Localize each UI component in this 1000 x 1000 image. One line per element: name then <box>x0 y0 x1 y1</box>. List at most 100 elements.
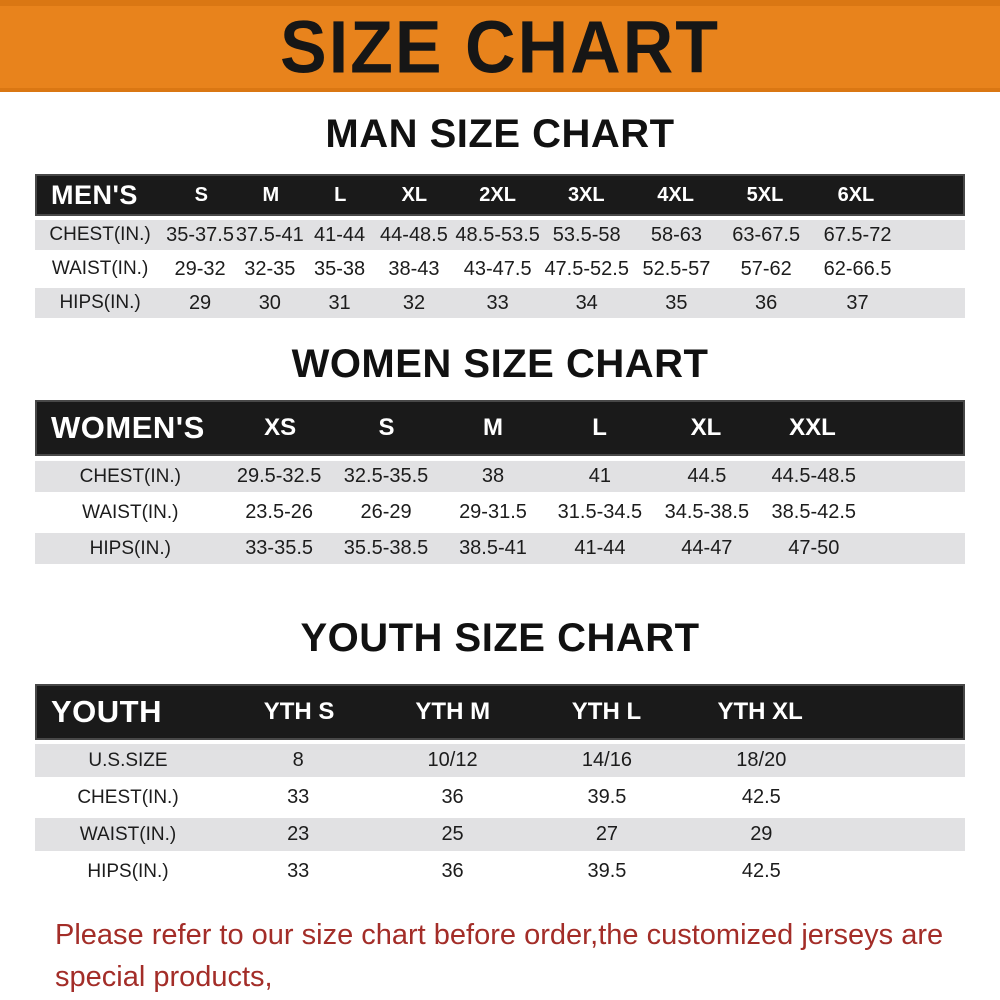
youth-section: YOUTH SIZE CHART YOUTH YTH S YTH M YTH L… <box>0 616 1000 888</box>
table-cell: 29 <box>750 823 773 845</box>
column-header: YTH S <box>263 698 335 725</box>
column-header: M <box>483 414 504 441</box>
table-cell: 67.5-72 <box>823 223 892 246</box>
table-cell: 23 <box>287 823 310 845</box>
man-table-title: MEN'S <box>51 179 138 210</box>
order-policy-note: Please refer to our size chart before or… <box>0 914 1000 1000</box>
table-cell: 36 <box>755 291 778 314</box>
table-cell: 29-31.5 <box>459 501 527 523</box>
table-cell: 43-47.5 <box>463 257 532 280</box>
column-header: YTH XL <box>717 698 803 725</box>
man-section: MAN SIZE CHART MEN'S S M L XL 2XL 3XL 4X… <box>0 112 1000 318</box>
row-label: CHEST(IN.) <box>77 786 179 808</box>
women-table-header: WOMEN'S XS S M L XL XXL <box>35 400 965 456</box>
table-cell: 35.5-38.5 <box>343 537 429 559</box>
table-row: WAIST(IN.) 23 25 27 29 <box>35 818 965 851</box>
table-cell: 35 <box>665 291 688 314</box>
column-header: XXL <box>789 414 836 441</box>
table-cell: 27 <box>595 823 619 845</box>
table-cell: 39.5 <box>587 860 627 882</box>
table-row: HIPS(IN.) 33 36 39.5 42.5 <box>35 855 965 888</box>
column-header: YTH M <box>415 698 491 725</box>
table-cell: 8 <box>292 749 304 771</box>
table-cell: 42.5 <box>741 860 781 882</box>
table-cell: 42.5 <box>741 786 781 808</box>
column-header: 4XL <box>657 183 694 206</box>
table-cell: 33 <box>287 860 310 882</box>
column-header: L <box>334 183 347 206</box>
row-label: HIPS(IN.) <box>87 860 169 882</box>
table-cell: 34.5-38.5 <box>664 501 750 523</box>
table-cell: 31 <box>328 291 351 314</box>
man-size-table: MEN'S S M L XL 2XL 3XL 4XL 5XL 6XL CHEST… <box>35 174 965 318</box>
table-cell: 52.5-57 <box>642 257 711 280</box>
column-header: 5XL <box>746 183 784 206</box>
table-cell: 38 <box>481 465 505 487</box>
youth-size-table: YOUTH YTH S YTH M YTH L YTH XL U.S.SIZE … <box>35 684 965 888</box>
table-cell: 18/20 <box>736 749 787 771</box>
table-cell: 34 <box>575 291 598 314</box>
table-cell: 58-63 <box>650 223 702 246</box>
column-header: L <box>592 414 607 441</box>
table-cell: 14/16 <box>581 749 632 771</box>
table-row: HIPS(IN.) 33-35.5 35.5-38.5 38.5-41 41-4… <box>35 533 965 564</box>
youth-table-title: YOUTH <box>51 694 162 729</box>
table-cell: 44-47 <box>681 537 733 559</box>
table-cell: 10/12 <box>427 749 478 771</box>
table-cell: 33-35.5 <box>245 537 314 559</box>
table-cell: 38-43 <box>388 257 440 280</box>
row-label: U.S.SIZE <box>88 749 168 771</box>
column-header: XS <box>264 414 297 441</box>
column-header: XL <box>690 414 722 441</box>
table-row: CHEST(IN.) 29.5-32.5 32.5-35.5 38 41 44.… <box>35 461 965 492</box>
table-cell: 23.5-26 <box>245 501 314 523</box>
table-cell: 32-35 <box>244 257 296 280</box>
row-label: CHEST(IN.) <box>79 465 181 487</box>
table-cell: 39.5 <box>587 786 627 808</box>
column-header: XL <box>401 183 428 206</box>
table-cell: 32.5-35.5 <box>343 465 429 487</box>
man-table-header: MEN'S S M L XL 2XL 3XL 4XL 5XL 6XL <box>35 174 965 216</box>
table-cell: 41-44 <box>574 537 626 559</box>
table-row: CHEST(IN.) 35-37.5 37.5-41 41-44 44-48.5… <box>35 220 965 250</box>
table-cell: 47-50 <box>788 537 840 559</box>
table-cell: 25 <box>441 823 464 845</box>
column-header: 2XL <box>479 183 516 206</box>
table-cell: 29 <box>188 291 212 314</box>
table-cell: 38.5-41 <box>459 537 527 559</box>
table-cell: 33 <box>486 291 509 314</box>
row-label: WAIST(IN.) <box>82 501 179 523</box>
women-section: WOMEN SIZE CHART WOMEN'S XS S M L XL XXL… <box>0 342 1000 564</box>
table-cell: 37 <box>846 291 869 314</box>
table-cell: 63-67.5 <box>732 223 801 246</box>
table-cell: 47.5-52.5 <box>544 257 629 280</box>
row-label: WAIST(IN.) <box>51 258 149 279</box>
table-cell: 41 <box>588 465 612 487</box>
table-cell: 38.5-42.5 <box>771 501 857 523</box>
table-cell: 31.5-34.5 <box>557 501 643 523</box>
column-header: YTH L <box>571 698 642 725</box>
column-header: S <box>194 183 209 206</box>
table-cell: 26-29 <box>360 501 412 523</box>
table-cell: 29-32 <box>174 257 226 280</box>
table-cell: 53.5-58 <box>552 223 621 246</box>
table-row: CHEST(IN.) 33 36 39.5 42.5 <box>35 781 965 814</box>
column-header: 3XL <box>567 183 605 206</box>
table-cell: 36 <box>441 786 464 808</box>
row-label: CHEST(IN.) <box>49 224 151 245</box>
column-header: S <box>378 414 395 441</box>
women-table-title: WOMEN'S <box>51 410 205 445</box>
table-cell: 35-38 <box>313 257 366 280</box>
row-label: HIPS(IN.) <box>59 292 141 313</box>
table-cell: 62-66.5 <box>823 257 892 280</box>
size-chart-banner: SIZE CHART <box>0 0 1000 92</box>
table-cell: 44.5 <box>687 465 727 487</box>
banner-title: SIZE CHART <box>280 5 720 89</box>
row-label: HIPS(IN.) <box>89 537 171 559</box>
column-header: 6XL <box>837 183 875 206</box>
table-row: HIPS(IN.) 29 30 31 32 33 34 35 36 37 <box>35 288 965 318</box>
table-cell: 44.5-48.5 <box>771 465 857 487</box>
youth-table-header: YOUTH YTH S YTH M YTH L YTH XL <box>35 684 965 740</box>
man-heading: MAN SIZE CHART <box>325 112 675 156</box>
column-header: M <box>262 183 280 206</box>
